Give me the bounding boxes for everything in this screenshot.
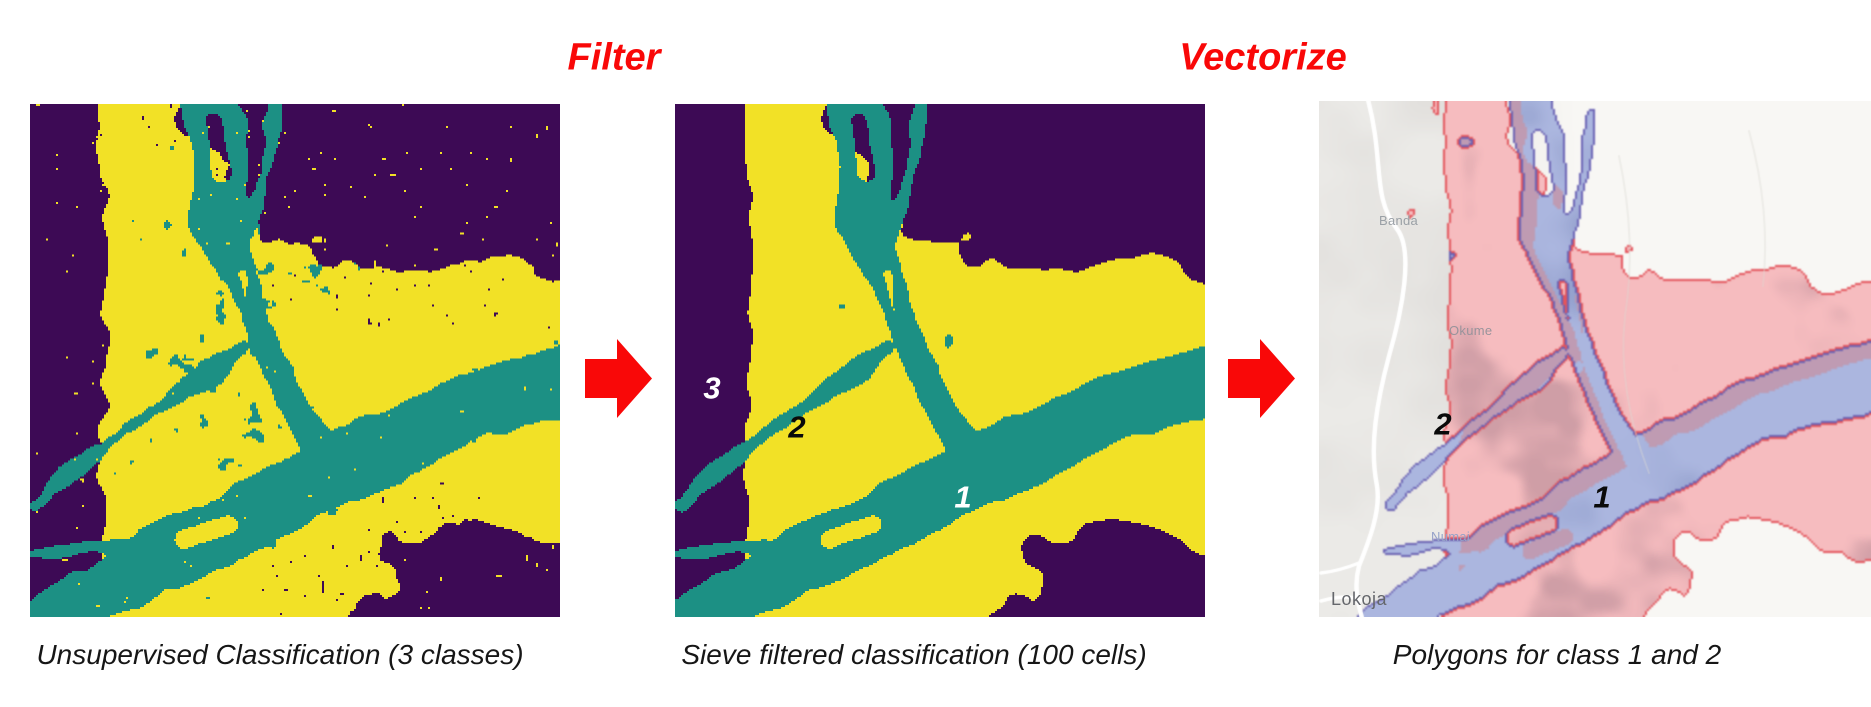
panel-vector-polygons: Banda Okume Numai Lokoja 2 1	[1319, 101, 1871, 617]
panel-sieve-filtered: 3 2 1	[675, 104, 1205, 617]
polygon-map-image	[1319, 101, 1871, 617]
sieve-filtered-raster	[675, 104, 1205, 617]
vectorize-step-label: Vectorize	[1179, 36, 1347, 79]
map-label-banda: Banda	[1379, 213, 1419, 228]
unsupervised-classification-raster	[30, 104, 560, 617]
polygon-class-1-label: 1	[1593, 479, 1611, 515]
caption-sieve-filtered: Sieve filtered classification (100 cells…	[681, 639, 1147, 670]
filter-step-label: Filter	[567, 36, 661, 79]
polygon-class-2-label: 2	[1434, 406, 1452, 442]
map-label-okume: Okume	[1449, 323, 1493, 338]
vectorize-arrow-icon	[1228, 339, 1295, 418]
caption-polygons: Polygons for class 1 and 2	[1392, 639, 1722, 670]
map-label-lokoja: Lokoja	[1331, 589, 1388, 609]
class-3-label: 3	[703, 370, 721, 406]
class-2-label: 2	[788, 409, 806, 445]
map-label-numai: Numai	[1431, 529, 1471, 544]
panel-unsupervised-classification	[30, 104, 560, 617]
class-1-label: 1	[954, 479, 972, 515]
caption-unsupervised: Unsupervised Classification (3 classes)	[36, 639, 524, 670]
filter-arrow-icon	[585, 339, 652, 418]
